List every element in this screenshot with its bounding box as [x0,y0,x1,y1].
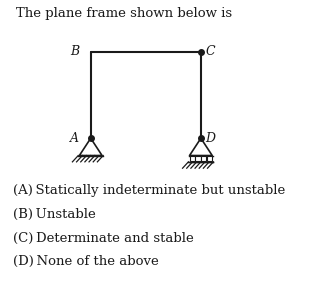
Text: (B) Unstable: (B) Unstable [13,208,96,221]
Text: (A) Statically indeterminate but unstable: (A) Statically indeterminate but unstabl… [13,184,285,197]
Text: C: C [206,45,215,58]
Bar [190,156,195,161]
Text: The plane frame shown below is: The plane frame shown below is [16,7,232,20]
Text: D: D [206,132,215,145]
Bar [201,156,206,161]
Text: (C) Determinate and stable: (C) Determinate and stable [13,232,194,245]
Text: (D) None of the above: (D) None of the above [13,255,159,268]
Text: A: A [70,132,79,145]
Bar [195,156,201,161]
Bar [207,156,212,161]
Text: B: B [70,45,79,58]
